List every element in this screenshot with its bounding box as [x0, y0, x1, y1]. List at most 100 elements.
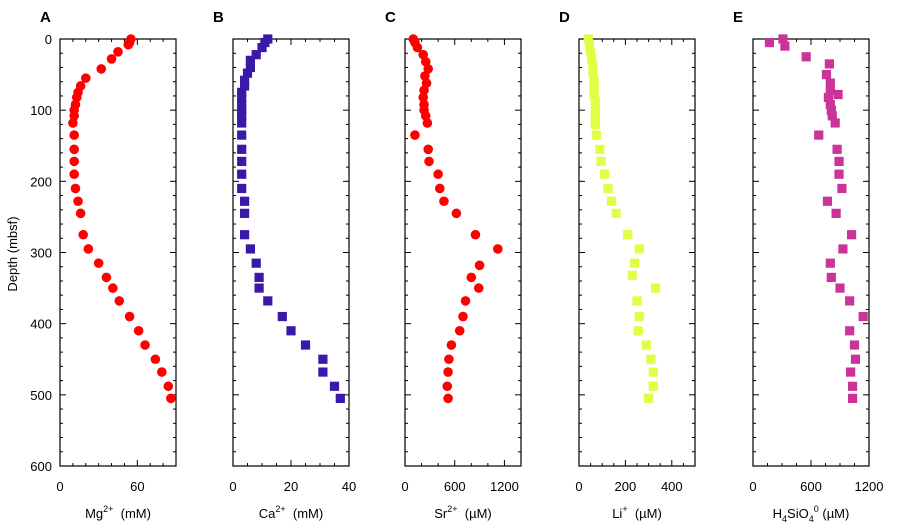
x-axis-label: Sr2+ (µM): [434, 504, 491, 521]
data-point: [124, 311, 135, 322]
data-point: [237, 118, 247, 128]
y-axis-label: Depth (mbsf): [5, 216, 20, 291]
data-point: [778, 34, 788, 44]
data-series-D: [583, 34, 661, 403]
x-tick-label: 40: [342, 479, 356, 494]
panel-D: D 0 200 400 Li+ (µM): [559, 9, 696, 521]
data-point: [850, 354, 861, 364]
x-tick-label: 60: [130, 479, 144, 494]
data-point: [423, 64, 434, 74]
data-point: [837, 183, 847, 194]
y-tick-label: 500: [30, 388, 52, 403]
x-tick-label: 0: [229, 479, 236, 494]
data-point: [166, 393, 176, 404]
y-ticks: [579, 38, 695, 467]
data-point: [237, 183, 247, 194]
data-point: [641, 340, 651, 350]
data-point: [838, 244, 848, 254]
data-point: [611, 208, 621, 218]
y-tick-label: 0: [45, 32, 52, 47]
data-series-E: [764, 34, 868, 403]
data-point: [466, 272, 477, 283]
data-point: [240, 75, 250, 85]
data-point: [435, 183, 445, 194]
data-point: [825, 258, 835, 268]
data-point: [586, 47, 596, 57]
data-point: [335, 393, 345, 403]
y-axis-title: Depth (mbsf): [5, 216, 20, 291]
data-point: [424, 156, 434, 167]
data-point: [245, 62, 255, 73]
data-point: [827, 111, 837, 121]
x-tick-label: 20: [284, 479, 298, 494]
data-point: [237, 156, 247, 167]
data-point: [446, 340, 457, 350]
x-tick-label: 200: [615, 479, 637, 494]
data-point: [650, 283, 661, 293]
data-point: [826, 272, 836, 283]
x-axis-label: Ca2+ (mM): [259, 504, 323, 521]
data-point: [444, 354, 454, 365]
data-point: [801, 52, 811, 62]
data-point: [75, 208, 86, 219]
data-point: [254, 283, 264, 293]
data-point: [460, 296, 471, 306]
data-point: [589, 75, 599, 85]
data-point: [254, 272, 264, 283]
x-tick-label: 1200: [490, 479, 519, 494]
data-point: [632, 296, 642, 306]
data-point: [237, 130, 247, 140]
data-point: [847, 381, 858, 391]
data-point: [780, 41, 790, 51]
data-point: [627, 270, 637, 280]
data-point: [157, 367, 167, 377]
y-ticks: [233, 38, 349, 467]
y-ticks: [405, 38, 521, 467]
data-point: [318, 367, 328, 377]
data-point: [590, 97, 600, 107]
data-point: [237, 105, 247, 115]
data-point: [834, 156, 844, 167]
x-ticks: 0 600 1200: [749, 39, 883, 494]
x-tick-label: 400: [661, 479, 683, 494]
data-point: [589, 89, 599, 100]
data-point: [240, 81, 250, 91]
data-point: [831, 208, 841, 218]
data-point: [596, 156, 606, 167]
data-point: [163, 381, 174, 392]
data-point: [251, 258, 261, 268]
data-point: [237, 144, 247, 154]
data-point: [858, 311, 868, 322]
data-point: [470, 229, 481, 240]
data-point: [847, 393, 858, 403]
data-point: [108, 283, 118, 293]
data-point: [823, 92, 833, 102]
data-point: [237, 92, 247, 102]
x-tick-label: 600: [800, 479, 822, 494]
data-point: [588, 61, 598, 71]
data-point: [69, 169, 79, 180]
x-tick-label: 0: [56, 479, 63, 494]
data-point: [584, 40, 595, 50]
data-point: [101, 272, 112, 283]
data-point: [80, 73, 91, 83]
data-point: [646, 354, 656, 364]
data-point: [419, 85, 429, 96]
data-point: [606, 196, 617, 206]
data-point: [68, 118, 78, 128]
data-point: [824, 59, 834, 69]
data-point: [846, 367, 856, 377]
data-series-C: [408, 34, 503, 404]
data-point: [245, 55, 255, 65]
data-point: [821, 69, 832, 80]
y-tick-label: 300: [30, 246, 52, 261]
data-point: [473, 283, 484, 293]
data-point: [825, 78, 835, 88]
x-axis-label: H4SiO40 (µM): [773, 504, 850, 524]
x-tick-label: 600: [444, 479, 466, 494]
data-point: [240, 196, 250, 206]
data-point: [418, 92, 429, 103]
data-point: [451, 208, 462, 219]
x-ticks: 0 60: [56, 39, 177, 494]
data-point: [318, 354, 328, 364]
